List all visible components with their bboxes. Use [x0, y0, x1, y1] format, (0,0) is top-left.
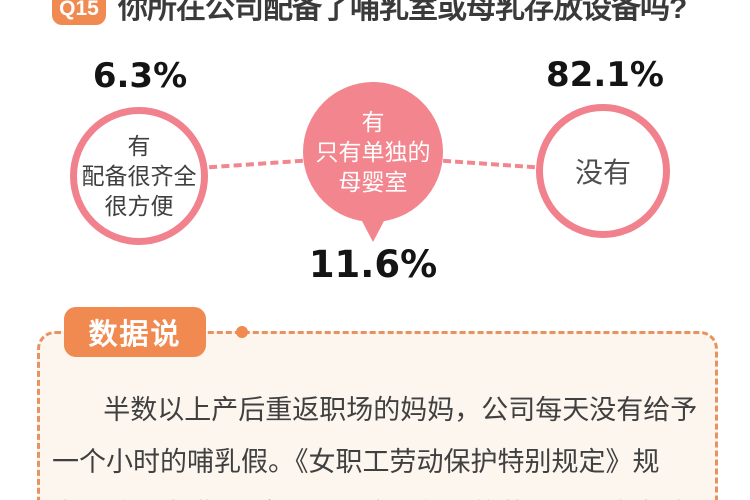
- option1-line3: 很方便: [104, 193, 174, 219]
- question-number-badge: Q15: [52, 0, 106, 25]
- percent-label-option1: 6.3%: [92, 56, 188, 96]
- data-note-paragraph: 半数以上产后重返职场的妈妈，公司每天没有给予一个小时的哺乳假。《女职工劳动保护特…: [52, 395, 698, 500]
- option2-line2: 只有单独的: [315, 139, 431, 165]
- option1-line1: 有: [127, 133, 151, 159]
- question-number: Q15: [59, 0, 99, 20]
- data-note-box: [37, 331, 718, 500]
- dashed-connector-left: [208, 158, 304, 170]
- option2-bubble: 有 只有单独的 母婴室: [303, 82, 443, 222]
- option1-line2: 配备很齐全: [81, 163, 197, 189]
- page-title: 你所在公司配备了哺乳室或母乳存放设备吗?: [118, 0, 687, 25]
- option3-circle: 没有: [536, 104, 670, 238]
- option1-label: 有 配备很齐全 很方便: [82, 131, 197, 221]
- option3-line1: 没有: [574, 157, 631, 188]
- dashed-connector-right: [442, 158, 536, 170]
- data-note-badge-label: 数据说: [88, 319, 182, 351]
- option2-label: 有 只有单独的 母婴室: [316, 107, 431, 197]
- dashed-border-dot: [236, 326, 248, 338]
- data-note-badge: 数据说: [64, 307, 206, 357]
- percent-label-option2: 11.6%: [308, 243, 438, 286]
- option2-line1: 有: [361, 109, 385, 135]
- option2-line3: 母婴室: [338, 169, 408, 195]
- option3-label: 没有: [575, 151, 631, 191]
- option1-circle: 有 配备很齐全 很方便: [70, 107, 208, 245]
- percent-label-option3: 82.1%: [546, 55, 664, 95]
